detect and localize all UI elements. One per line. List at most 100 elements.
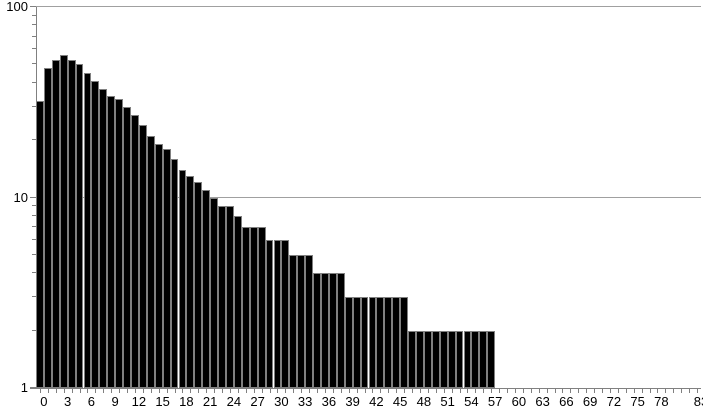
bar xyxy=(305,254,314,388)
x-tick-label: 6 xyxy=(87,394,96,409)
x-minor-tick xyxy=(657,389,659,393)
x-axis-line xyxy=(30,388,701,389)
bar xyxy=(273,239,282,388)
x-minor-tick xyxy=(673,389,675,393)
bar xyxy=(154,144,163,388)
x-minor-tick xyxy=(427,389,429,393)
x-minor-tick xyxy=(309,389,311,393)
x-minor-tick xyxy=(681,389,683,393)
x-tick-label: 3 xyxy=(64,394,72,409)
y-major-tick xyxy=(30,387,36,388)
x-minor-tick xyxy=(380,389,382,393)
y-minor-tick xyxy=(32,205,36,207)
bar xyxy=(384,297,393,388)
x-tick-label: 54 xyxy=(464,394,479,409)
x-tick-label: 83 xyxy=(693,394,703,409)
x-minor-tick xyxy=(206,389,208,393)
y-minor-tick xyxy=(32,238,36,240)
x-tick-label: 27 xyxy=(250,394,265,409)
x-minor-tick xyxy=(71,389,73,393)
x-minor-tick xyxy=(174,389,176,393)
bar xyxy=(107,96,116,388)
x-minor-tick xyxy=(237,389,239,393)
x-minor-tick xyxy=(412,389,414,393)
x-minor-tick xyxy=(301,389,303,393)
bar xyxy=(83,73,92,388)
x-minor-tick xyxy=(396,389,398,393)
x-minor-tick xyxy=(332,389,334,393)
x-minor-tick xyxy=(609,389,611,393)
bar xyxy=(162,148,171,388)
x-minor-tick xyxy=(324,389,326,393)
x-tick-label: 66 xyxy=(559,394,574,409)
x-minor-tick xyxy=(689,389,691,393)
x-minor-tick xyxy=(356,389,358,393)
x-minor-tick xyxy=(586,389,588,393)
x-minor-tick xyxy=(530,389,532,393)
x-tick-label: 57 xyxy=(487,394,503,409)
y-minor-tick xyxy=(32,105,36,107)
y-gridline xyxy=(36,196,701,198)
bar xyxy=(75,64,84,388)
bar xyxy=(408,330,416,388)
x-tick-label: 60 xyxy=(511,394,527,409)
x-minor-tick xyxy=(443,389,445,393)
x-minor-tick xyxy=(665,389,667,393)
x-tick-label: 51 xyxy=(440,394,455,409)
x-tick-label: 69 xyxy=(582,394,598,409)
x-tick-label: 75 xyxy=(630,394,645,409)
x-minor-tick xyxy=(435,389,437,393)
x-minor-tick xyxy=(641,389,643,393)
bar xyxy=(194,182,203,388)
x-minor-tick xyxy=(253,389,255,393)
bar xyxy=(51,59,60,388)
x-tick-label: 42 xyxy=(369,394,384,409)
x-minor-tick xyxy=(245,389,247,393)
x-tick-label: 24 xyxy=(226,394,242,409)
x-minor-tick xyxy=(87,389,89,393)
bar xyxy=(289,254,298,388)
x-minor-tick xyxy=(625,389,627,393)
bar xyxy=(431,330,440,388)
bar xyxy=(447,330,456,388)
bar xyxy=(416,330,424,388)
bar xyxy=(249,227,258,388)
x-minor-tick xyxy=(150,389,152,393)
y-minor-tick xyxy=(32,81,36,83)
x-minor-tick xyxy=(119,389,121,393)
x-minor-tick xyxy=(372,389,374,393)
x-minor-tick xyxy=(198,389,200,393)
bar xyxy=(360,297,369,388)
bar xyxy=(368,297,377,388)
bar xyxy=(321,273,329,388)
bar xyxy=(202,189,211,388)
x-minor-tick xyxy=(166,389,168,393)
x-minor-tick xyxy=(617,389,619,393)
y-minor-tick xyxy=(32,24,36,26)
y-minor-tick xyxy=(32,14,36,16)
x-tick-label: 36 xyxy=(321,394,337,409)
x-minor-tick xyxy=(562,389,564,393)
bar xyxy=(257,227,266,388)
x-minor-tick xyxy=(491,389,493,393)
x-tick-label: 18 xyxy=(179,394,194,409)
x-minor-tick xyxy=(79,389,81,393)
x-minor-tick xyxy=(475,389,477,393)
x-minor-tick xyxy=(142,389,144,393)
y-tick-label: 1 xyxy=(20,380,28,395)
x-minor-tick xyxy=(483,389,485,393)
y-major-tick xyxy=(30,6,36,7)
y-axis-line xyxy=(36,7,37,388)
x-minor-tick xyxy=(222,389,224,393)
y-minor-tick xyxy=(32,329,36,331)
y-minor-tick xyxy=(32,63,36,65)
x-minor-tick xyxy=(134,389,136,393)
bar xyxy=(67,59,76,388)
x-minor-tick xyxy=(63,389,65,393)
x-minor-tick xyxy=(388,389,390,393)
y-tick-label: 10 xyxy=(13,189,28,205)
x-minor-tick xyxy=(95,389,97,393)
bar xyxy=(178,169,187,388)
bar xyxy=(99,89,108,388)
x-minor-tick xyxy=(507,389,509,393)
